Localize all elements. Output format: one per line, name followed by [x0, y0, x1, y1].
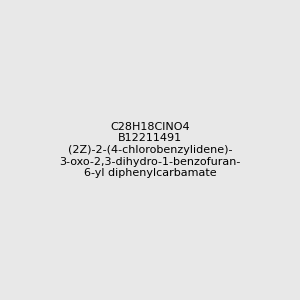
Text: C28H18ClNO4
B12211491
(2Z)-2-(4-chlorobenzylidene)-
3-oxo-2,3-dihydro-1-benzofur: C28H18ClNO4 B12211491 (2Z)-2-(4-chlorobe… — [59, 122, 241, 178]
